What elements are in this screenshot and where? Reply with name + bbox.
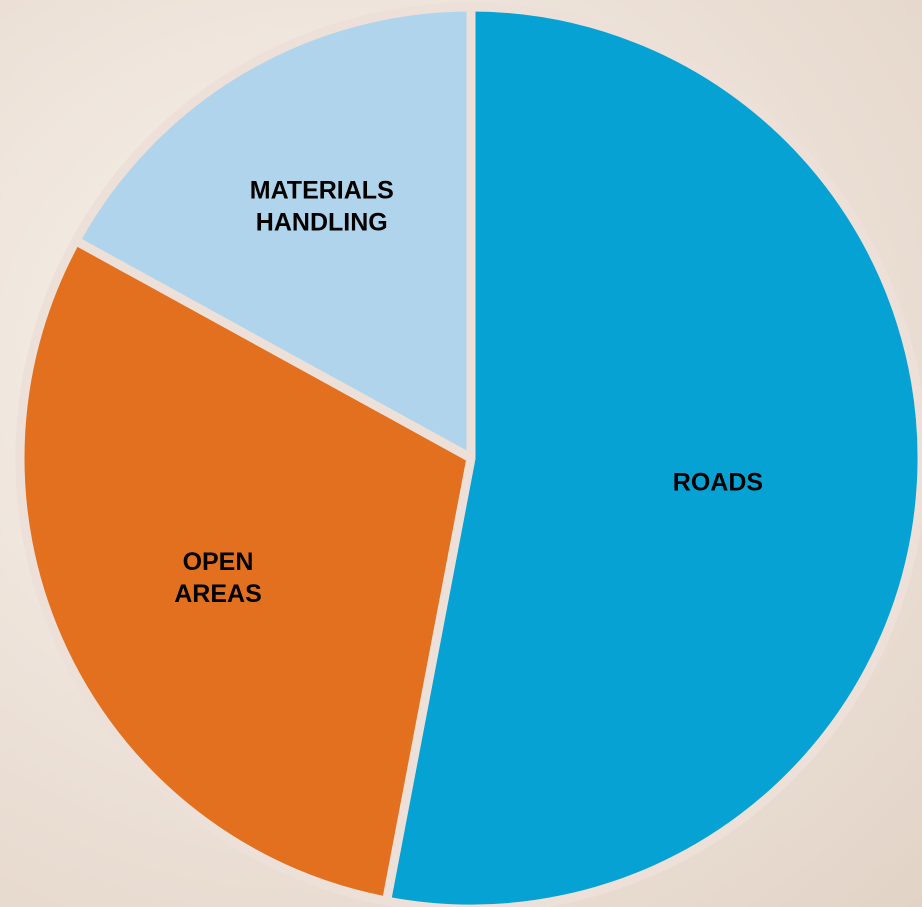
pie-slice-label-line: HANDLING <box>256 209 388 237</box>
pie-slice-open-areas <box>15 236 476 906</box>
pie-slice-label-line: MATERIALS <box>250 177 394 205</box>
pie-slice-materials-handling <box>71 2 476 463</box>
pie-slice-label: ROADS <box>673 468 763 496</box>
pie-slice-label-line: AREAS <box>174 580 262 608</box>
pie-labels: ROADS OPEN AREAS MATERIALS HANDLING <box>174 177 763 608</box>
pie-slice-roads <box>381 2 922 907</box>
pie-slice-label: OPEN AREAS <box>174 548 262 608</box>
pie-slice-label: MATERIALS HANDLING <box>250 177 394 237</box>
pie-slices <box>15 2 922 907</box>
pie-slice-label-line: OPEN <box>183 548 254 576</box>
pie-slice-label-line: ROADS <box>673 468 763 496</box>
